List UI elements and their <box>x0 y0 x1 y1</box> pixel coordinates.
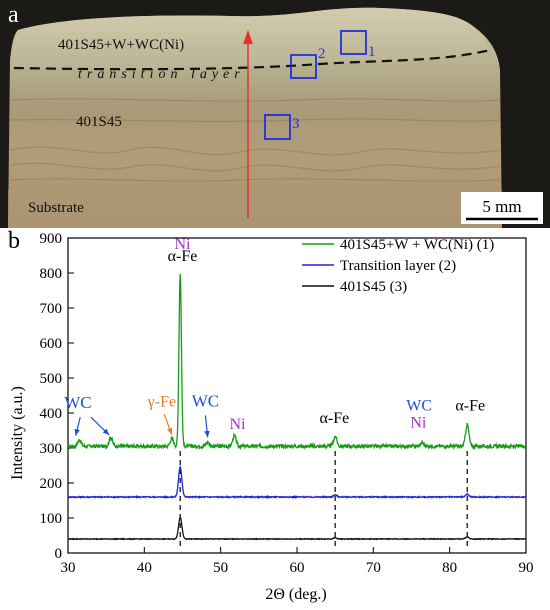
x-tick-label: 70 <box>366 560 381 576</box>
y-tick-label: 900 <box>40 231 63 247</box>
substrate-zone <box>8 190 502 228</box>
peak-label: WC <box>64 393 91 412</box>
peak-label: WC <box>192 391 219 410</box>
x-tick-label: 40 <box>137 560 152 576</box>
x-axis-label: 2Θ (deg.) <box>265 586 326 603</box>
peak-label: Ni <box>229 416 246 433</box>
xrd-chart: b 30 40 50 60 70 80 90010020030040050060070080… <box>8 228 534 603</box>
peak-label: α-Fe <box>320 410 350 427</box>
plot-area: 30 40 50 60 70 80 9001002003004005006007008009… <box>40 231 534 576</box>
y-tick-label: 100 <box>40 511 63 527</box>
y-tick-label: 300 <box>40 441 63 457</box>
measurement-arrow-head <box>243 30 253 44</box>
peak-label: Ni <box>410 415 427 432</box>
legend: 401S45+W + WC(Ni) (1) Transition layer (2… <box>302 237 494 295</box>
wc-arrow-2-head <box>102 428 110 436</box>
y-tick-label: 200 <box>40 476 63 492</box>
sample-box-1-label: 1 <box>368 44 376 60</box>
x-tick-label: 90 <box>519 560 534 576</box>
x-tick-label: 30 <box>61 560 76 576</box>
x-tick-label: 80 <box>442 560 457 576</box>
region-label-transition: transition layer <box>78 67 245 82</box>
pattern-cladding <box>67 274 527 451</box>
sample-box-3-label: 3 <box>292 116 300 132</box>
y-tick-label: 800 <box>40 266 63 282</box>
region-label-cladding: 401S45+W+WC(Ni) <box>58 37 184 53</box>
pattern-transition <box>67 465 527 500</box>
panel-b-label: b <box>8 228 20 254</box>
wc-arrow-1-head <box>74 428 80 436</box>
y-tick-label: 400 <box>40 406 63 422</box>
y-tick-label: 600 <box>40 336 63 352</box>
y-axis-label: Intensity (a.u.) <box>9 386 26 480</box>
peak-label: Ni <box>175 236 192 253</box>
x-tick-label: 60 <box>290 560 305 576</box>
y-tick-label: 500 <box>40 371 63 387</box>
region-label-substrate: Substrate <box>28 200 84 216</box>
y-tick-label: 0 <box>55 546 63 562</box>
pattern-401s45 <box>67 516 527 541</box>
plot-frame <box>67 237 527 554</box>
peak-label: α-Fe <box>168 248 198 265</box>
sample-box-1 <box>340 30 367 55</box>
gamma-fe-arrow-head <box>167 427 173 435</box>
wc-arrow-3-head <box>204 430 210 438</box>
legend-entry: Transition layer (2) <box>340 258 456 274</box>
legend-entry: 401S45+W + WC(Ni) (1) <box>340 237 494 253</box>
x-tick-label: 50 <box>213 560 228 576</box>
panel-a-label: a <box>8 2 19 28</box>
peak-label: WC <box>406 398 432 415</box>
region-label-401s45: 401S45 <box>76 114 122 130</box>
peak-label: γ-Fe <box>147 393 176 410</box>
peak-label: α-Fe <box>455 398 485 415</box>
transition-boundary-line <box>13 48 491 71</box>
sample-box-2 <box>290 54 317 79</box>
sample-box-3 <box>264 114 291 140</box>
legend-entry: 401S45 (3) <box>340 279 407 295</box>
scale-bar-label: 5 mm <box>482 197 521 216</box>
y-tick-label: 700 <box>40 301 63 317</box>
heat-affected-bands <box>9 98 501 182</box>
cross-section-micrograph: 1 2 3 a 401S45+W+WC(Ni) transition layer… <box>0 0 550 228</box>
sample-box-2-label: 2 <box>318 46 326 62</box>
